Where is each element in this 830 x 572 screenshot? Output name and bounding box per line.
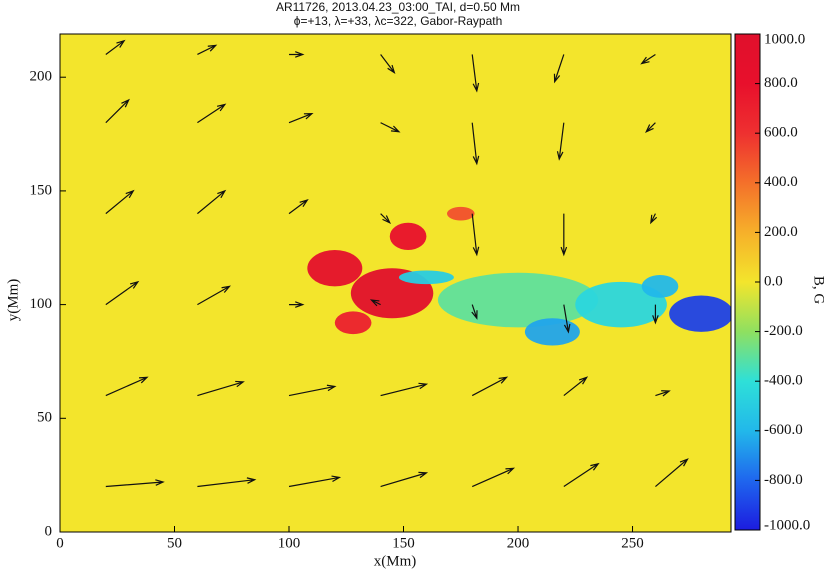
- arrow: [289, 301, 305, 308]
- arrow: [556, 122, 565, 161]
- colorbar-tick-label: -600.0: [764, 422, 803, 438]
- arrow: [471, 304, 478, 320]
- y-tick-label: 150: [30, 182, 53, 198]
- colorbar-tick-label: 600.0: [764, 125, 798, 141]
- field-patch: [437, 272, 599, 328]
- colorbar-tick-label: -1000.0: [764, 517, 810, 533]
- arrow: [380, 54, 396, 75]
- y-axis-label: y(Mm): [5, 279, 21, 322]
- colorbar-tick-label: 200.0: [764, 224, 798, 240]
- arrow: [105, 376, 149, 397]
- chart-subtitle: ϕ=+13, λ=+33, λc=322, Gabor-Raypath: [294, 14, 503, 28]
- field-patch: [524, 318, 580, 346]
- field-patch: [669, 295, 731, 332]
- x-tick-label: 100: [278, 535, 301, 551]
- arrow: [197, 477, 257, 488]
- arrow: [197, 380, 245, 397]
- arrow: [563, 376, 589, 397]
- arrows: [105, 39, 689, 488]
- arrow: [553, 54, 565, 84]
- colorbar-tick-label: 1000.0: [764, 31, 805, 47]
- arrow: [105, 189, 135, 215]
- arrow: [471, 376, 509, 397]
- y-tick-label: 100: [30, 296, 53, 312]
- colorbar-tick-label: 400.0: [764, 174, 798, 190]
- arrow: [652, 304, 659, 325]
- colorbar-tick-label: 800.0: [764, 75, 798, 91]
- arrow: [289, 51, 305, 58]
- arrow: [380, 213, 392, 224]
- field-patches: [307, 206, 731, 346]
- arrow: [197, 44, 218, 56]
- colorbar-tick-label: 0.0: [764, 273, 783, 289]
- arrow: [380, 382, 429, 397]
- plot-frame: [59, 33, 732, 533]
- field-patch: [307, 250, 363, 287]
- field-patch: [398, 270, 454, 285]
- arrow: [560, 213, 568, 257]
- field-patch: [334, 311, 372, 335]
- arrow: [105, 98, 130, 124]
- arrow: [197, 189, 227, 215]
- arrow: [645, 122, 656, 134]
- colorbar-tick-label: -800.0: [764, 472, 803, 488]
- x-tick-label: 150: [392, 535, 415, 551]
- field-patch: [575, 281, 667, 328]
- arrow: [471, 467, 516, 488]
- arrow: [288, 475, 342, 488]
- x-tick-label: 200: [507, 535, 530, 551]
- arrow: [471, 213, 480, 257]
- field-patch: [447, 206, 475, 221]
- arrow: [471, 54, 480, 93]
- arrow: [197, 103, 227, 124]
- x-tick-label: 0: [56, 535, 64, 551]
- x-axis-label: x(Mm): [374, 553, 417, 569]
- arrow: [650, 213, 658, 225]
- arrow: [105, 39, 126, 55]
- colorbar-label: B, G: [811, 276, 827, 305]
- arrow: [563, 462, 600, 488]
- field-patch: [389, 222, 427, 251]
- y-tick-label: 50: [37, 410, 52, 426]
- field-patch: [641, 275, 679, 298]
- arrow: [471, 122, 480, 166]
- x-tick-label: 250: [621, 535, 644, 551]
- arrow: [288, 198, 309, 215]
- y-tick-label: 200: [30, 69, 53, 85]
- arrow: [640, 53, 656, 65]
- colorbar-tick-label: -400.0: [764, 373, 803, 389]
- arrow: [369, 299, 381, 307]
- arrow: [288, 384, 337, 397]
- arrow: [197, 285, 231, 306]
- y-tick-label: 0: [45, 523, 53, 539]
- arrow: [563, 304, 571, 334]
- colorbar-tick-label: -200.0: [764, 323, 803, 339]
- arrow: [655, 458, 689, 487]
- arrow: [380, 122, 401, 133]
- arrow: [380, 471, 429, 488]
- x-tick-label: 50: [167, 535, 182, 551]
- chart-title: AR11726, 2013.04.23_03:00_TAI, d=0.50 Mm: [276, 0, 520, 14]
- arrow: [655, 390, 671, 397]
- arrow: [288, 112, 314, 124]
- arrow: [105, 280, 140, 306]
- arrow: [105, 479, 165, 488]
